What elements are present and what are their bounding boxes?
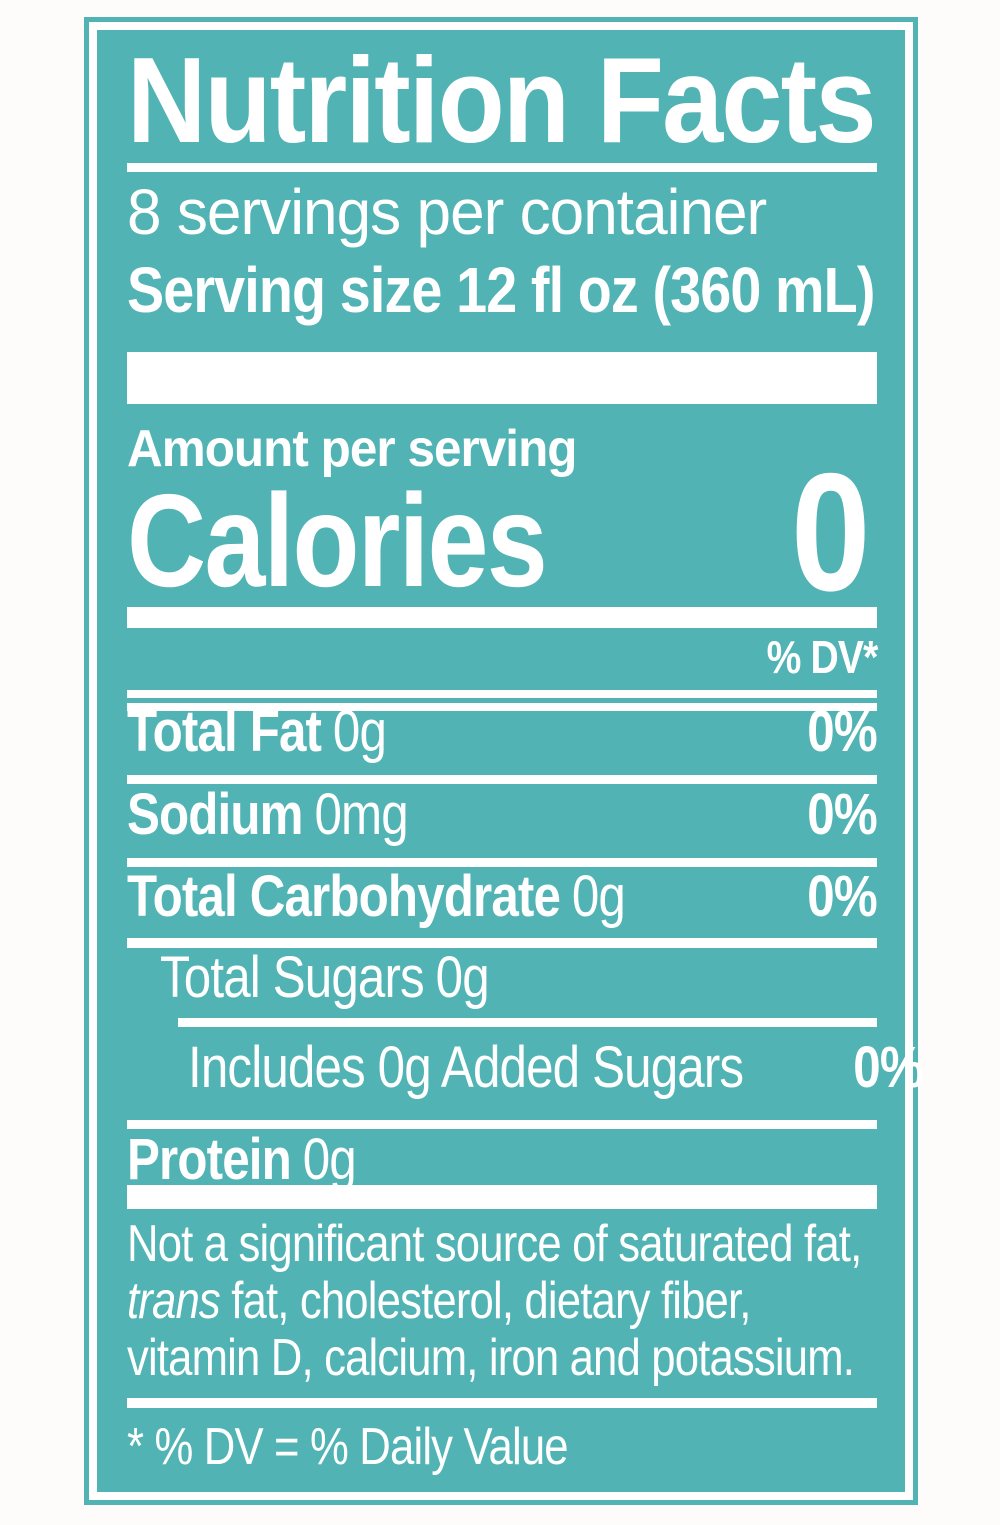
nutrient-dv: 0% <box>853 1035 923 1100</box>
nutrient-amount: 0mg <box>314 782 408 847</box>
serving-size: Serving size 12 fl oz (360 mL) <box>127 254 875 326</box>
dv-note: * % DV = % Daily Value <box>127 1418 569 1476</box>
footnote: Not a significant source of saturated fa… <box>127 1216 1000 1387</box>
servings-per-container: 8 servings per container <box>127 176 767 248</box>
double-rule-bottom <box>127 703 877 711</box>
nutrient-name: Includes 0g Added Sugars <box>188 1035 744 1100</box>
nutrient-amount: 0g <box>302 1127 357 1192</box>
nutrient-amount: 0g <box>435 945 490 1010</box>
nutrient-dv: 0% <box>807 864 877 929</box>
row-protein: Protein 0g <box>127 1127 877 1192</box>
footnote-line-1: Not a significant source of saturated fa… <box>127 1215 862 1273</box>
label-title: Nutrition Facts <box>127 32 877 168</box>
footnote-line-2: trans fat, cholesterol, dietary fiber, <box>127 1273 1000 1330</box>
nutrient-amount: 0g <box>571 864 626 929</box>
nutrient-name: Protein <box>127 1127 292 1192</box>
footnote-italic-trans: trans <box>127 1272 221 1330</box>
footnote-line-2-rest: fat, cholesterol, dietary fiber, <box>219 1272 751 1330</box>
dv-header: % DV* <box>766 631 878 683</box>
nutrient-name: Total Carbohydrate <box>127 864 561 929</box>
rule-under-title <box>127 163 877 172</box>
thick-bar-bottom <box>127 1185 877 1209</box>
row-total-sugars: Total Sugars 0g <box>160 945 877 1010</box>
row-divider <box>127 1120 877 1129</box>
bar-under-calories <box>127 607 877 628</box>
row-added-sugars: Includes 0g Added Sugars 0% <box>188 1035 924 1100</box>
nutrient-name: Sodium <box>127 782 304 847</box>
row-divider-indented <box>178 1018 877 1027</box>
nutrient-name: Total Sugars <box>160 945 425 1010</box>
row-total-fat: Total Fat 0g 0% <box>127 699 878 764</box>
footnote-line-3: vitamin D, calcium, iron and potassium. <box>127 1329 855 1387</box>
row-divider <box>127 775 877 784</box>
nutrient-dv: 0% <box>807 699 877 764</box>
calories-value: 0 <box>790 438 870 626</box>
nutrient-name: Total Fat <box>127 699 322 764</box>
thick-bar-top <box>127 352 877 404</box>
calories-label: Calories <box>127 467 548 614</box>
double-rule-top <box>127 690 877 698</box>
nutrition-facts-label: Nutrition Facts 8 servings per container… <box>84 17 924 1505</box>
nutrient-amount: 0g <box>332 699 387 764</box>
amount-per-serving-label: Amount per serving <box>127 420 577 478</box>
row-sodium: Sodium 0mg 0% <box>127 782 878 847</box>
nutrient-dv: 0% <box>807 782 877 847</box>
row-total-carbohydrate: Total Carbohydrate 0g 0% <box>127 864 878 929</box>
row-divider <box>127 858 877 867</box>
row-divider <box>127 938 877 948</box>
rule-above-dv-note <box>127 1398 877 1408</box>
